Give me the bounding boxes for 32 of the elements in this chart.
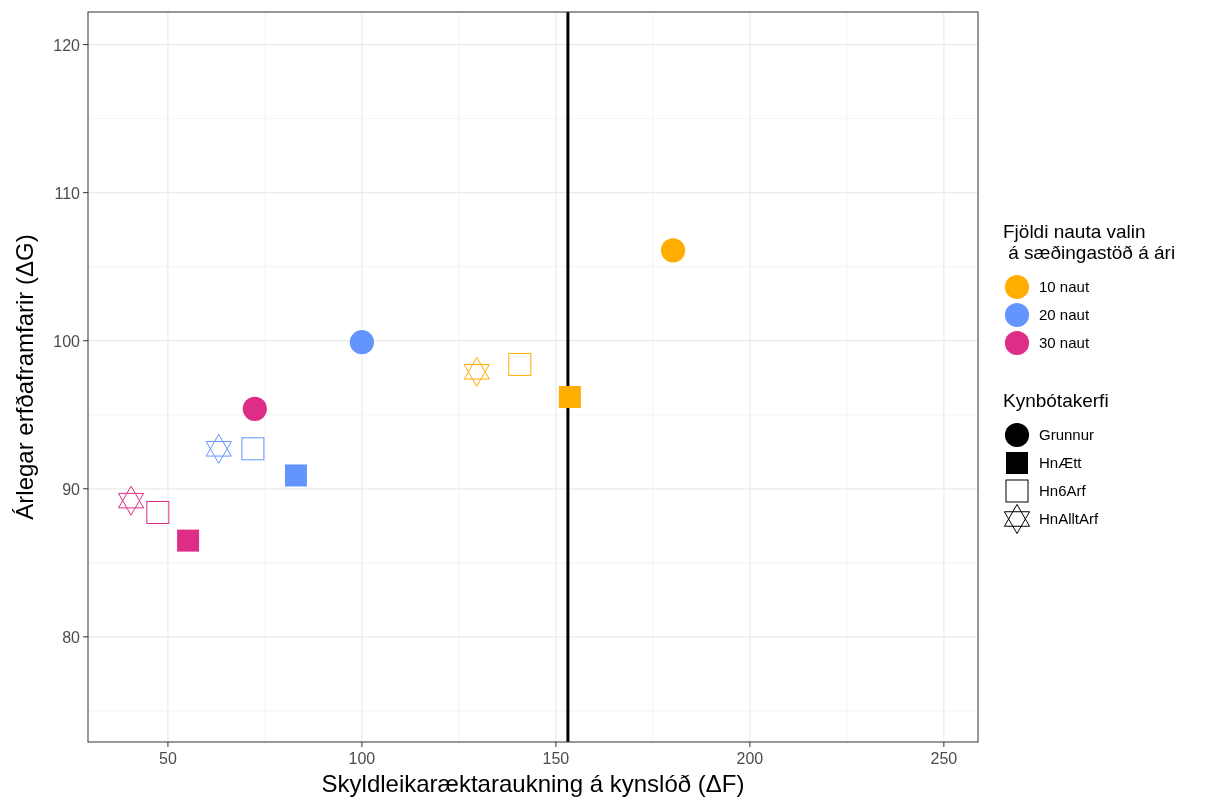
x-tick-label: 250 bbox=[930, 750, 958, 767]
legend-label: HnAlltArf bbox=[1039, 510, 1100, 527]
point bbox=[660, 238, 686, 263]
legend-label: HnÆtt bbox=[1039, 454, 1083, 471]
point bbox=[205, 433, 232, 464]
y-tick-label: 110 bbox=[54, 184, 81, 202]
legend-label: 10 naut bbox=[1039, 278, 1090, 295]
x-axis-title: Skyldleikaræktaraukning á kynslóð (ΔF) bbox=[321, 770, 745, 797]
point bbox=[146, 500, 170, 524]
y-tick-label: 120 bbox=[53, 36, 81, 54]
legend-label: 30 naut bbox=[1039, 334, 1090, 351]
point bbox=[508, 352, 532, 376]
x-tick-label: 200 bbox=[736, 750, 764, 767]
point bbox=[463, 356, 490, 387]
y-tick-label: 100 bbox=[53, 332, 81, 350]
point bbox=[558, 385, 581, 408]
text: Fjöldi nauta valin á sæðingastöð á ári bbox=[1003, 221, 1176, 263]
x-tick-label: 150 bbox=[542, 750, 570, 767]
point bbox=[241, 437, 265, 461]
x-tick-label: 50 bbox=[159, 750, 177, 767]
legend-label: 20 naut bbox=[1039, 306, 1090, 323]
x-tick-label: 100 bbox=[348, 750, 376, 767]
point bbox=[177, 529, 200, 552]
legend-label: Grunnur bbox=[1039, 426, 1095, 443]
y-tick-label: 90 bbox=[62, 480, 81, 498]
point bbox=[349, 330, 375, 355]
legend-label: Hn6Arf bbox=[1039, 482, 1087, 499]
point bbox=[242, 396, 267, 421]
y-axis-title: Árlegar erfðaframfarir (ΔG) bbox=[11, 234, 38, 520]
y-tick-label: 80 bbox=[62, 628, 81, 646]
text: Kynbótakerfi bbox=[1003, 390, 1109, 411]
point bbox=[284, 464, 307, 487]
